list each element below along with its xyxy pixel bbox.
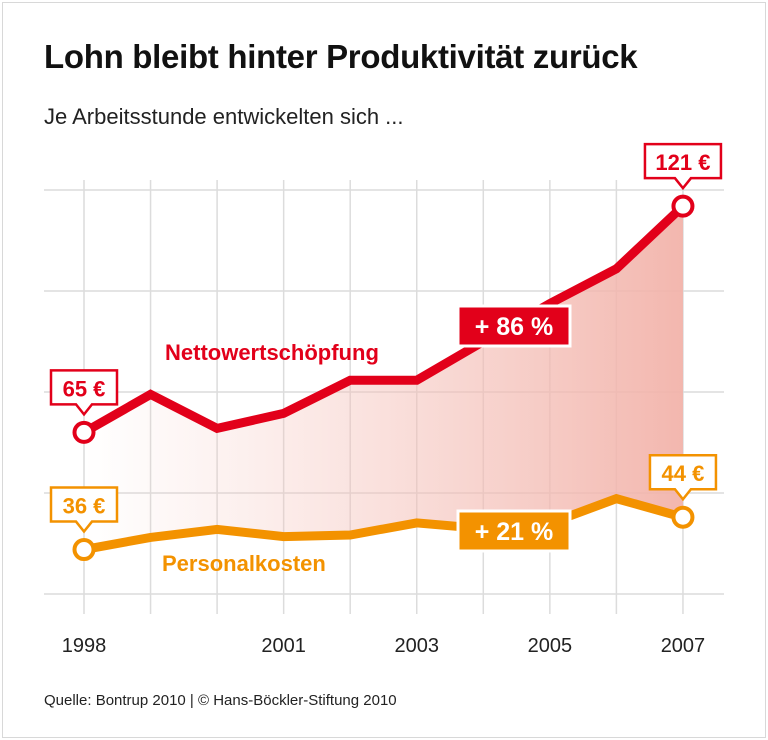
chart-subtitle: Je Arbeitsstunde entwickelten sich ... (44, 104, 404, 129)
data-point-marker (671, 505, 695, 529)
series-line-personalkosten (83, 493, 685, 554)
series-label: Nettowertschöpfung (165, 340, 379, 365)
badge-label: + 86 % (475, 313, 554, 341)
start-value-callout: 36 € (49, 486, 119, 534)
badge-label: + 21 % (475, 518, 554, 546)
data-point-marker (671, 194, 695, 218)
end-value-callout: 44 € (648, 453, 718, 502)
callout-label: 121 € (655, 150, 710, 175)
gap-area (84, 206, 683, 550)
series-label: Personalkosten (162, 551, 326, 576)
badge-box (456, 509, 572, 553)
callout-label: 36 € (63, 494, 106, 519)
chart-title: Lohn bleibt hinter Produktivität zurück (44, 38, 638, 75)
callout-label: 44 € (662, 461, 705, 486)
callout-box (643, 142, 723, 191)
data-point-marker (72, 420, 96, 444)
x-tick-label: 2005 (528, 635, 573, 657)
x-tick-label: 2003 (395, 635, 440, 657)
callout-box (49, 369, 119, 417)
callout-box (648, 453, 718, 502)
callout-label: 65 € (63, 376, 106, 401)
badge-box (456, 304, 572, 348)
callout-box (49, 486, 119, 534)
start-value-callout: 65 € (49, 369, 119, 417)
series-line-nettowertschoepfung (81, 202, 687, 437)
x-tick-label: 2001 (261, 635, 306, 657)
end-value-callout: 121 € (643, 142, 723, 191)
change-badge: + 21 % (456, 509, 572, 553)
x-tick-label: 1998 (62, 635, 107, 657)
data-point-marker (72, 538, 96, 562)
chart-source: Quelle: Bontrup 2010 | © Hans-Böckler-St… (44, 692, 397, 709)
change-badge: + 86 % (456, 304, 572, 348)
x-tick-label: 2007 (661, 635, 706, 657)
